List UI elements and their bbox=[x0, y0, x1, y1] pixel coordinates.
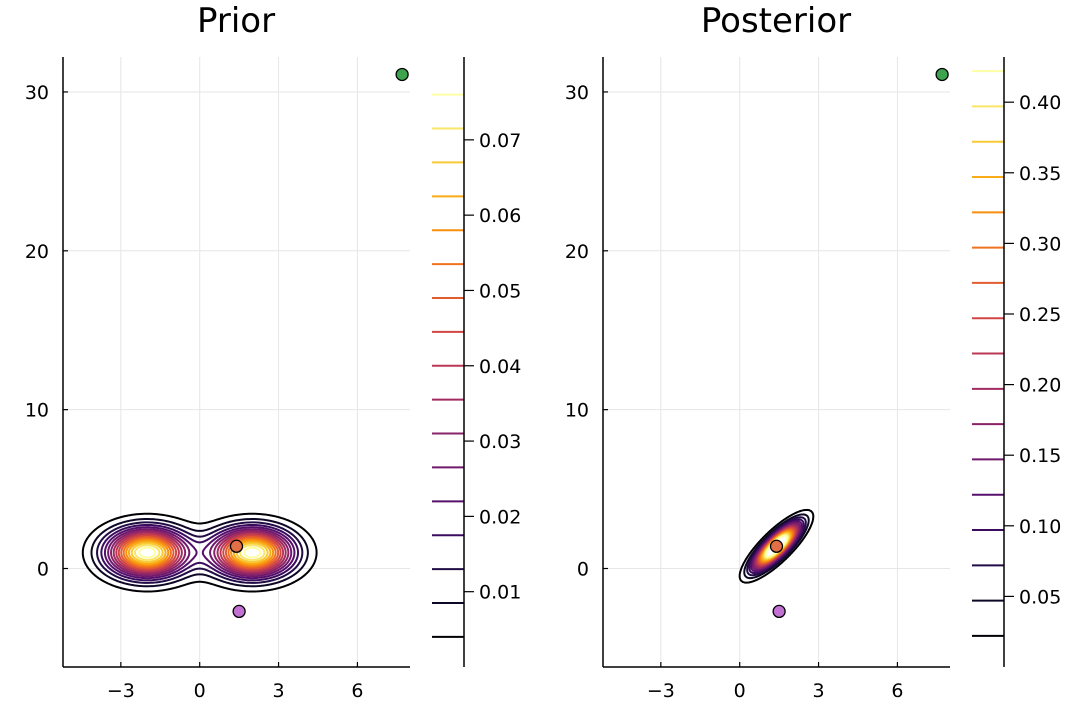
posterior-contours bbox=[738, 508, 815, 584]
prior-contour-line bbox=[122, 537, 277, 568]
posterior-colorbar-tick-label: 0.35 bbox=[1019, 163, 1061, 185]
prior-contour-line bbox=[138, 546, 262, 559]
prior-x-tick-label: 3 bbox=[273, 680, 285, 702]
prior-contour-line bbox=[81, 512, 318, 593]
prior-axes bbox=[62, 57, 410, 668]
posterior-colorbar-tick-label: 0.25 bbox=[1019, 304, 1061, 326]
prior-point bbox=[395, 67, 409, 82]
posterior-colorbar-swatches bbox=[972, 70, 1004, 637]
prior-x-tick-label: −3 bbox=[107, 680, 135, 702]
posterior-x-tick-label: −3 bbox=[647, 680, 675, 702]
prior-contours bbox=[81, 512, 318, 593]
posterior-point bbox=[772, 604, 786, 619]
posterior-colorbar-ticks bbox=[1003, 57, 1014, 667]
prior-contour-line bbox=[120, 535, 280, 570]
prior-y-tick-label: 20 bbox=[25, 241, 49, 263]
posterior-colorbar-tick-label: 0.40 bbox=[1019, 92, 1061, 114]
prior-contour-line bbox=[103, 526, 296, 580]
prior-y-tick-label: 30 bbox=[25, 82, 49, 104]
posterior-grid bbox=[603, 57, 950, 667]
prior-x-tick-label: 0 bbox=[194, 680, 206, 702]
prior-y-tick-label: 10 bbox=[25, 400, 49, 422]
prior-colorbar: 0.01 0.02 0.03 0.04 0.05 0.06 0.07 bbox=[432, 57, 521, 667]
posterior-y-ticks: 0 10 20 30 bbox=[565, 82, 589, 581]
prior-grid bbox=[63, 57, 410, 667]
posterior-point bbox=[769, 539, 784, 553]
prior-colorbar-tick-label: 0.02 bbox=[479, 506, 521, 528]
prior-point bbox=[229, 539, 244, 553]
prior-contour-line bbox=[90, 518, 309, 588]
prior-point bbox=[232, 604, 246, 619]
prior-y-ticks: 0 10 20 30 bbox=[25, 82, 49, 581]
prior-title: Prior bbox=[197, 1, 275, 41]
posterior-colorbar-tick-label: 0.10 bbox=[1019, 516, 1061, 538]
posterior-colorbar-tick-label: 0.15 bbox=[1019, 445, 1061, 467]
prior-colorbar-tick-label: 0.03 bbox=[479, 431, 521, 453]
prior-contour-line bbox=[117, 534, 282, 571]
prior-contour-line bbox=[110, 529, 290, 576]
posterior-x-tick-label: 6 bbox=[891, 680, 903, 702]
prior-colorbar-tick-label: 0.06 bbox=[479, 205, 521, 227]
posterior-title: Posterior bbox=[701, 1, 851, 41]
posterior-colorbar: 0.05 0.10 0.15 0.20 0.25 0.30 0.35 0.40 bbox=[972, 57, 1061, 667]
posterior-colorbar-tick-label: 0.20 bbox=[1019, 375, 1061, 397]
prior-contour-line bbox=[96, 521, 304, 584]
prior-contour-line bbox=[112, 531, 287, 574]
posterior-y-tick-label: 0 bbox=[577, 559, 589, 581]
posterior-points bbox=[769, 67, 949, 619]
prior-colorbar-tick-label: 0.04 bbox=[479, 356, 521, 378]
posterior-axes bbox=[602, 57, 950, 668]
prior-points bbox=[229, 67, 409, 619]
prior-colorbar-tick-label: 0.07 bbox=[479, 130, 521, 152]
prior-contour-line bbox=[127, 540, 272, 565]
prior-x-tick-label: 6 bbox=[351, 680, 363, 702]
prior-x-ticks: −3 0 3 6 bbox=[107, 680, 364, 702]
posterior-point bbox=[935, 67, 949, 82]
prior-y-tick-label: 0 bbox=[37, 559, 49, 581]
posterior-y-tick-label: 20 bbox=[565, 241, 589, 263]
posterior-panel: Posterior −3 0 3 6 0 10 20 30 0.05 0.10 … bbox=[565, 1, 1062, 702]
prior-colorbar-ticks bbox=[463, 57, 474, 667]
posterior-y-tick-label: 30 bbox=[565, 82, 589, 104]
prior-panel: Prior −3 0 3 6 0 10 20 30 0.01 0.02 0.03… bbox=[25, 1, 522, 702]
prior-contour-line bbox=[100, 523, 300, 582]
posterior-x-ticks: −3 0 3 6 bbox=[647, 680, 904, 702]
posterior-colorbar-tick-label: 0.05 bbox=[1019, 586, 1061, 608]
prior-colorbar-tick-label: 0.01 bbox=[479, 582, 521, 604]
prior-contour-line bbox=[107, 528, 293, 578]
prior-contour-line bbox=[115, 532, 285, 573]
posterior-contour-line bbox=[738, 508, 815, 584]
prior-colorbar-swatches bbox=[432, 93, 464, 638]
prior-contour-line bbox=[125, 538, 275, 567]
prior-colorbar-tick-label: 0.05 bbox=[479, 280, 521, 302]
posterior-x-tick-label: 3 bbox=[813, 680, 825, 702]
posterior-x-tick-label: 0 bbox=[734, 680, 746, 702]
posterior-y-tick-label: 10 bbox=[565, 400, 589, 422]
prior-contour-line bbox=[133, 544, 266, 561]
posterior-contour-line bbox=[743, 513, 810, 580]
posterior-colorbar-tick-label: 0.30 bbox=[1019, 233, 1061, 255]
